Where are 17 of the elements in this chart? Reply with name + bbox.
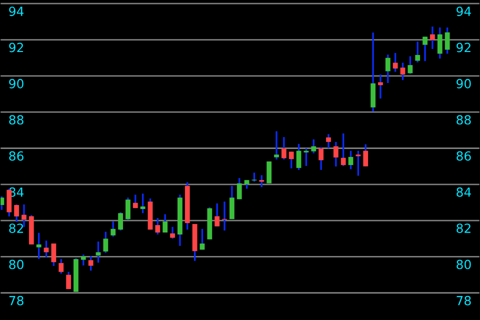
y2-tick-label: 90 [456, 78, 471, 88]
y-tick-label: 88 [9, 115, 24, 125]
y2-tick-label: 94 [456, 6, 471, 16]
y-tick-label: 78 [9, 296, 24, 306]
y-tick-label: 82 [9, 224, 23, 234]
y2-tick-label: 82 [456, 224, 470, 234]
y2-tick-label: 88 [456, 115, 471, 125]
y2-tick-label: 84 [456, 187, 471, 197]
y-tick-label: 92 [9, 42, 23, 52]
y2-tick-label: 86 [456, 151, 471, 161]
y2-tick-label: 78 [456, 296, 471, 306]
y-tick-label: 80 [9, 260, 24, 270]
y-tick-label: 86 [9, 151, 24, 161]
y2-tick-label: 92 [456, 42, 470, 52]
y-tick-label: 94 [9, 6, 24, 16]
y-tick-label: 90 [9, 78, 24, 88]
y2-tick-label: 80 [456, 260, 471, 270]
